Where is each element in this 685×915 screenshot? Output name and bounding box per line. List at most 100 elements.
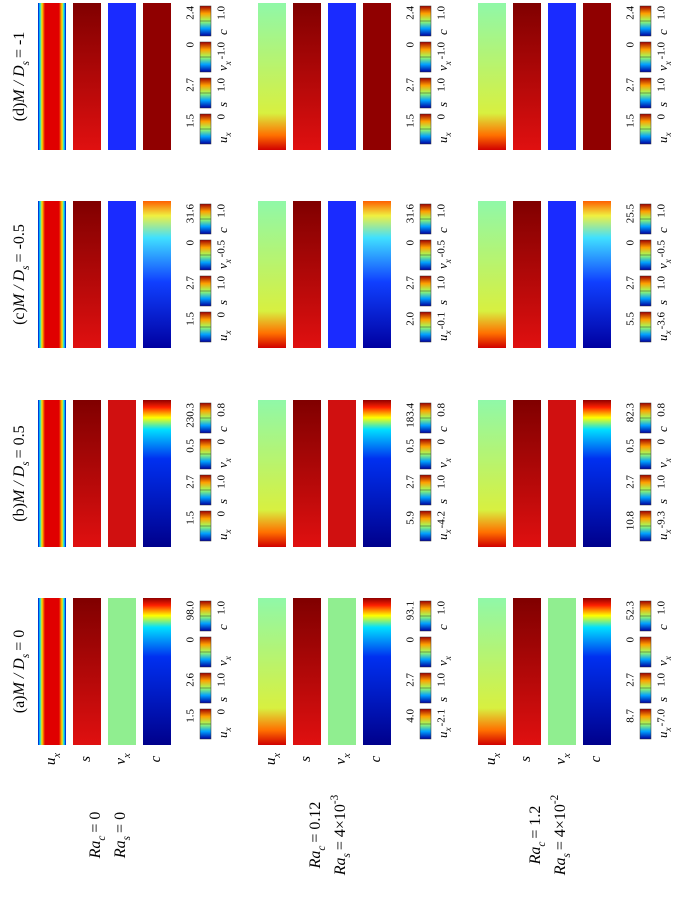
text-part: x bbox=[443, 529, 453, 534]
colorbar-min: 1.0 bbox=[656, 673, 668, 687]
colorbar-max: 0.5 bbox=[185, 439, 197, 453]
text-part: s bbox=[341, 852, 353, 857]
text-part: -2 bbox=[549, 795, 561, 804]
text-part: v bbox=[215, 65, 230, 71]
text-part: x bbox=[223, 458, 233, 463]
colorbar-variable: vx bbox=[215, 259, 233, 269]
colorbar-max: 2.7 bbox=[185, 475, 197, 489]
variable-label: ux bbox=[43, 753, 62, 766]
field-strip bbox=[478, 3, 506, 150]
field-strip bbox=[363, 201, 391, 348]
colorbar-max: 2.7 bbox=[405, 673, 417, 687]
colorbar-min: -1.0 bbox=[656, 42, 668, 60]
text-part: v bbox=[435, 462, 450, 468]
colorbar-variable: vx bbox=[215, 61, 233, 71]
text-part: c bbox=[215, 624, 230, 630]
colorbar-variable: ux bbox=[435, 529, 453, 540]
text-part: x bbox=[663, 330, 673, 335]
colorbar-min: -7.0 bbox=[656, 709, 668, 727]
text-part: = 1.2 bbox=[527, 806, 544, 839]
text-part: = 0 bbox=[112, 812, 129, 833]
colorbar-variable: ux bbox=[655, 132, 673, 143]
variable-label: vx bbox=[113, 753, 132, 765]
colorbar-min: 0 bbox=[436, 114, 448, 120]
text-part: c bbox=[655, 227, 670, 233]
text-part: u bbox=[655, 136, 670, 143]
text-part: x bbox=[52, 753, 63, 759]
colorbar-variable: c bbox=[435, 426, 450, 432]
field-strip bbox=[328, 400, 356, 547]
text-part: u bbox=[435, 533, 450, 540]
colorbar-min: 0 bbox=[216, 312, 228, 318]
text-part: v bbox=[655, 65, 670, 71]
text-part: v bbox=[435, 660, 450, 666]
text-part: s bbox=[215, 102, 230, 107]
variable-label: s bbox=[518, 756, 534, 762]
text-part: s bbox=[20, 461, 32, 466]
column-header: (d)M / Ds = -1 bbox=[11, 32, 32, 122]
colorbar-max: 98.0 bbox=[185, 601, 197, 621]
text-part: (a) bbox=[11, 695, 28, 713]
colorbar-min: 1.0 bbox=[216, 6, 228, 20]
text-part: Ra bbox=[112, 840, 129, 859]
text-part: = 0 bbox=[87, 812, 104, 833]
text-part: s bbox=[561, 852, 573, 857]
text-part: u bbox=[655, 334, 670, 341]
text-part: s bbox=[20, 60, 32, 65]
text-part: = 0 bbox=[11, 630, 28, 651]
field-strip bbox=[38, 201, 66, 348]
colorbar-variable: ux bbox=[215, 330, 233, 341]
text-part: c bbox=[148, 755, 164, 762]
field-strip bbox=[38, 598, 66, 745]
text-part: x bbox=[663, 656, 673, 661]
text-part: (d) bbox=[11, 103, 28, 122]
text-part: = -1 bbox=[11, 32, 28, 58]
text-part: x bbox=[223, 330, 233, 335]
field-strip bbox=[143, 598, 171, 745]
text-part: v bbox=[655, 263, 670, 269]
colorbar-min: 1.0 bbox=[656, 204, 668, 218]
variable-label: vx bbox=[333, 753, 352, 765]
colorbar-variable: vx bbox=[435, 656, 453, 666]
colorbar-max: 1.5 bbox=[405, 114, 417, 128]
colorbar-variable: vx bbox=[435, 259, 453, 269]
colorbar-variable: vx bbox=[655, 458, 673, 468]
text-part: x bbox=[443, 259, 453, 264]
colorbar-variable: c bbox=[655, 624, 670, 630]
colorbar-variable: c bbox=[215, 426, 230, 432]
column-header: (c)M / Ds = -0.5 bbox=[11, 224, 32, 325]
text-part: Ra bbox=[527, 847, 544, 866]
colorbar-max: 1.5 bbox=[185, 114, 197, 128]
text-part: c bbox=[435, 29, 450, 35]
colorbar-min: 0.8 bbox=[436, 403, 448, 417]
text-part: u bbox=[43, 758, 59, 766]
text-part: s bbox=[518, 756, 534, 762]
colorbar-variable: ux bbox=[215, 727, 233, 738]
colorbar-variable: ux bbox=[435, 727, 453, 738]
colorbar-variable: ux bbox=[215, 132, 233, 143]
text-part: x bbox=[443, 330, 453, 335]
field-strip bbox=[293, 598, 321, 745]
colorbar-max: 5.9 bbox=[405, 511, 417, 525]
colorbar-max: 2.7 bbox=[625, 276, 637, 290]
text-part: u bbox=[435, 334, 450, 341]
colorbar-min: 1.0 bbox=[436, 276, 448, 290]
field-strip bbox=[108, 400, 136, 547]
colorbar-min: 1.0 bbox=[656, 475, 668, 489]
field-strip bbox=[293, 400, 321, 547]
colorbar-max: 2.7 bbox=[625, 475, 637, 489]
field-strip bbox=[258, 201, 286, 348]
colorbar-min: 1.0 bbox=[216, 475, 228, 489]
text-part: x bbox=[443, 727, 453, 732]
text-part: x bbox=[492, 753, 503, 759]
field-strip bbox=[38, 400, 66, 547]
text-part: s bbox=[655, 499, 670, 504]
text-part: c bbox=[96, 836, 108, 841]
colorbar-min: 1.0 bbox=[436, 475, 448, 489]
text-part: x bbox=[562, 753, 573, 759]
text-part: x bbox=[223, 259, 233, 264]
colorbar-min: -0.5 bbox=[436, 240, 448, 258]
colorbar-min: -4.2 bbox=[436, 511, 448, 528]
field-strip bbox=[478, 400, 506, 547]
